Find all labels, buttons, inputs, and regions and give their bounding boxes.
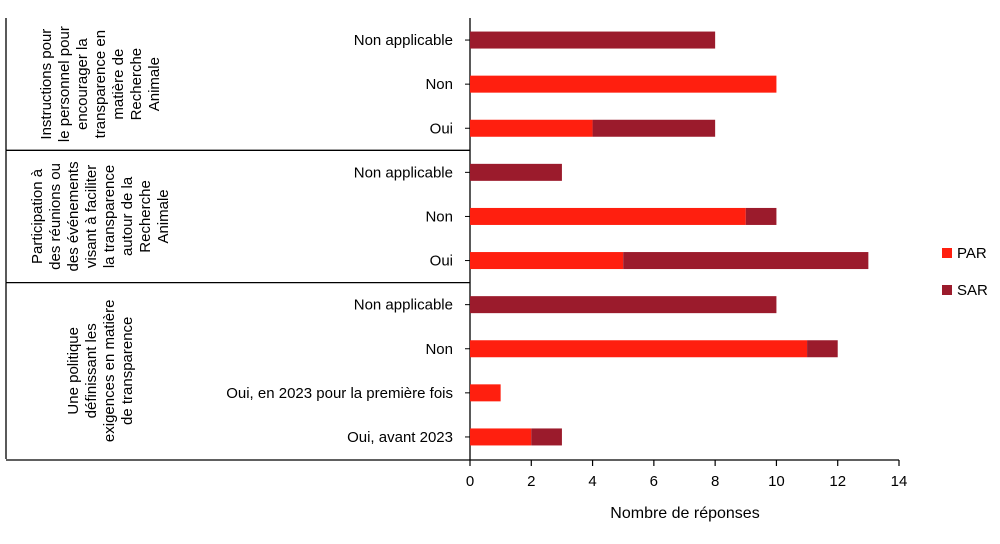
legend-swatch-par [942,248,952,258]
x-tick-label: 14 [891,473,908,490]
x-tick-label: 10 [768,473,785,490]
bar-par [470,340,808,358]
category-label: Non applicable [354,297,453,314]
bar-sar [470,31,716,49]
category-label: Oui, en 2023 pour la première fois [226,385,453,402]
category-label: Non applicable [354,164,453,181]
bar-sar [531,428,562,446]
category-label: Non [425,341,453,358]
group-label-line: la transparence [101,165,118,268]
labels-layer: 0 2 4 6 8 10 12 14 Non applicable Non Oui Instructi… [29,26,907,490]
bar-sar [470,296,777,314]
bar-sar [592,119,716,137]
group-label-line: Animale [146,57,163,111]
category-label: Non applicable [354,32,453,49]
category-label: Non [425,208,453,225]
group-label-line: Recherche [128,48,145,121]
group-label-line: encourager la [74,38,91,130]
bar-par [470,252,624,270]
bar-par [470,207,746,225]
group-label: Participation àdes réunions oudes événem… [29,161,172,271]
legend-label-sar: SAR [957,282,988,299]
category-label: Oui, avant 2023 [347,429,453,446]
group-label-line: définissant les [83,323,100,418]
group-label-line: Participation à [29,168,46,264]
bar-sar [623,252,869,270]
x-tick-label: 0 [466,473,474,490]
legend-label-par: PAR [957,245,987,262]
group-label-line: autour de la [119,176,136,256]
category-label: Oui [430,120,453,137]
bar-par [470,428,532,446]
x-axis-title: Nombre de réponses [610,505,759,522]
x-tick-label: 6 [650,473,658,490]
legend-swatch-sar [942,285,952,295]
group-label-line: le personnel pour [56,26,73,142]
bar-par [470,75,777,93]
group-label-line: des événements [65,161,82,271]
group-label: Instructions pourle personnel pourencour… [38,26,163,142]
group-label-line: transparence en [92,30,109,138]
bar-par [470,119,593,137]
category-label: Oui [430,253,453,270]
bar-sar [745,207,777,225]
x-tick-label: 4 [588,473,596,490]
group-label: Une politiquedéfinissant lesexigences en… [65,300,136,443]
group-label-line: Recherche [137,180,154,253]
group-label-line: de transparence [119,317,136,425]
x-tick-label: 2 [527,473,535,490]
legend: PAR SAR [942,245,988,299]
x-tick-label: 12 [829,473,846,490]
group-label-line: visant à faciliter [83,165,100,268]
group-label-line: matière de [110,49,127,120]
bar-sar [470,163,562,181]
bar-sar [807,340,838,358]
bars-layer [470,31,869,446]
x-tick-label: 8 [711,473,719,490]
group-label-line: Une politique [65,327,82,415]
group-label-line: Animale [155,189,172,243]
group-label-line: Instructions pour [38,29,55,140]
group-label-line: des réunions ou [47,163,64,270]
group-label-line: exigences en matière [101,300,118,443]
category-label: Non [425,76,453,93]
bar-par [470,384,501,402]
